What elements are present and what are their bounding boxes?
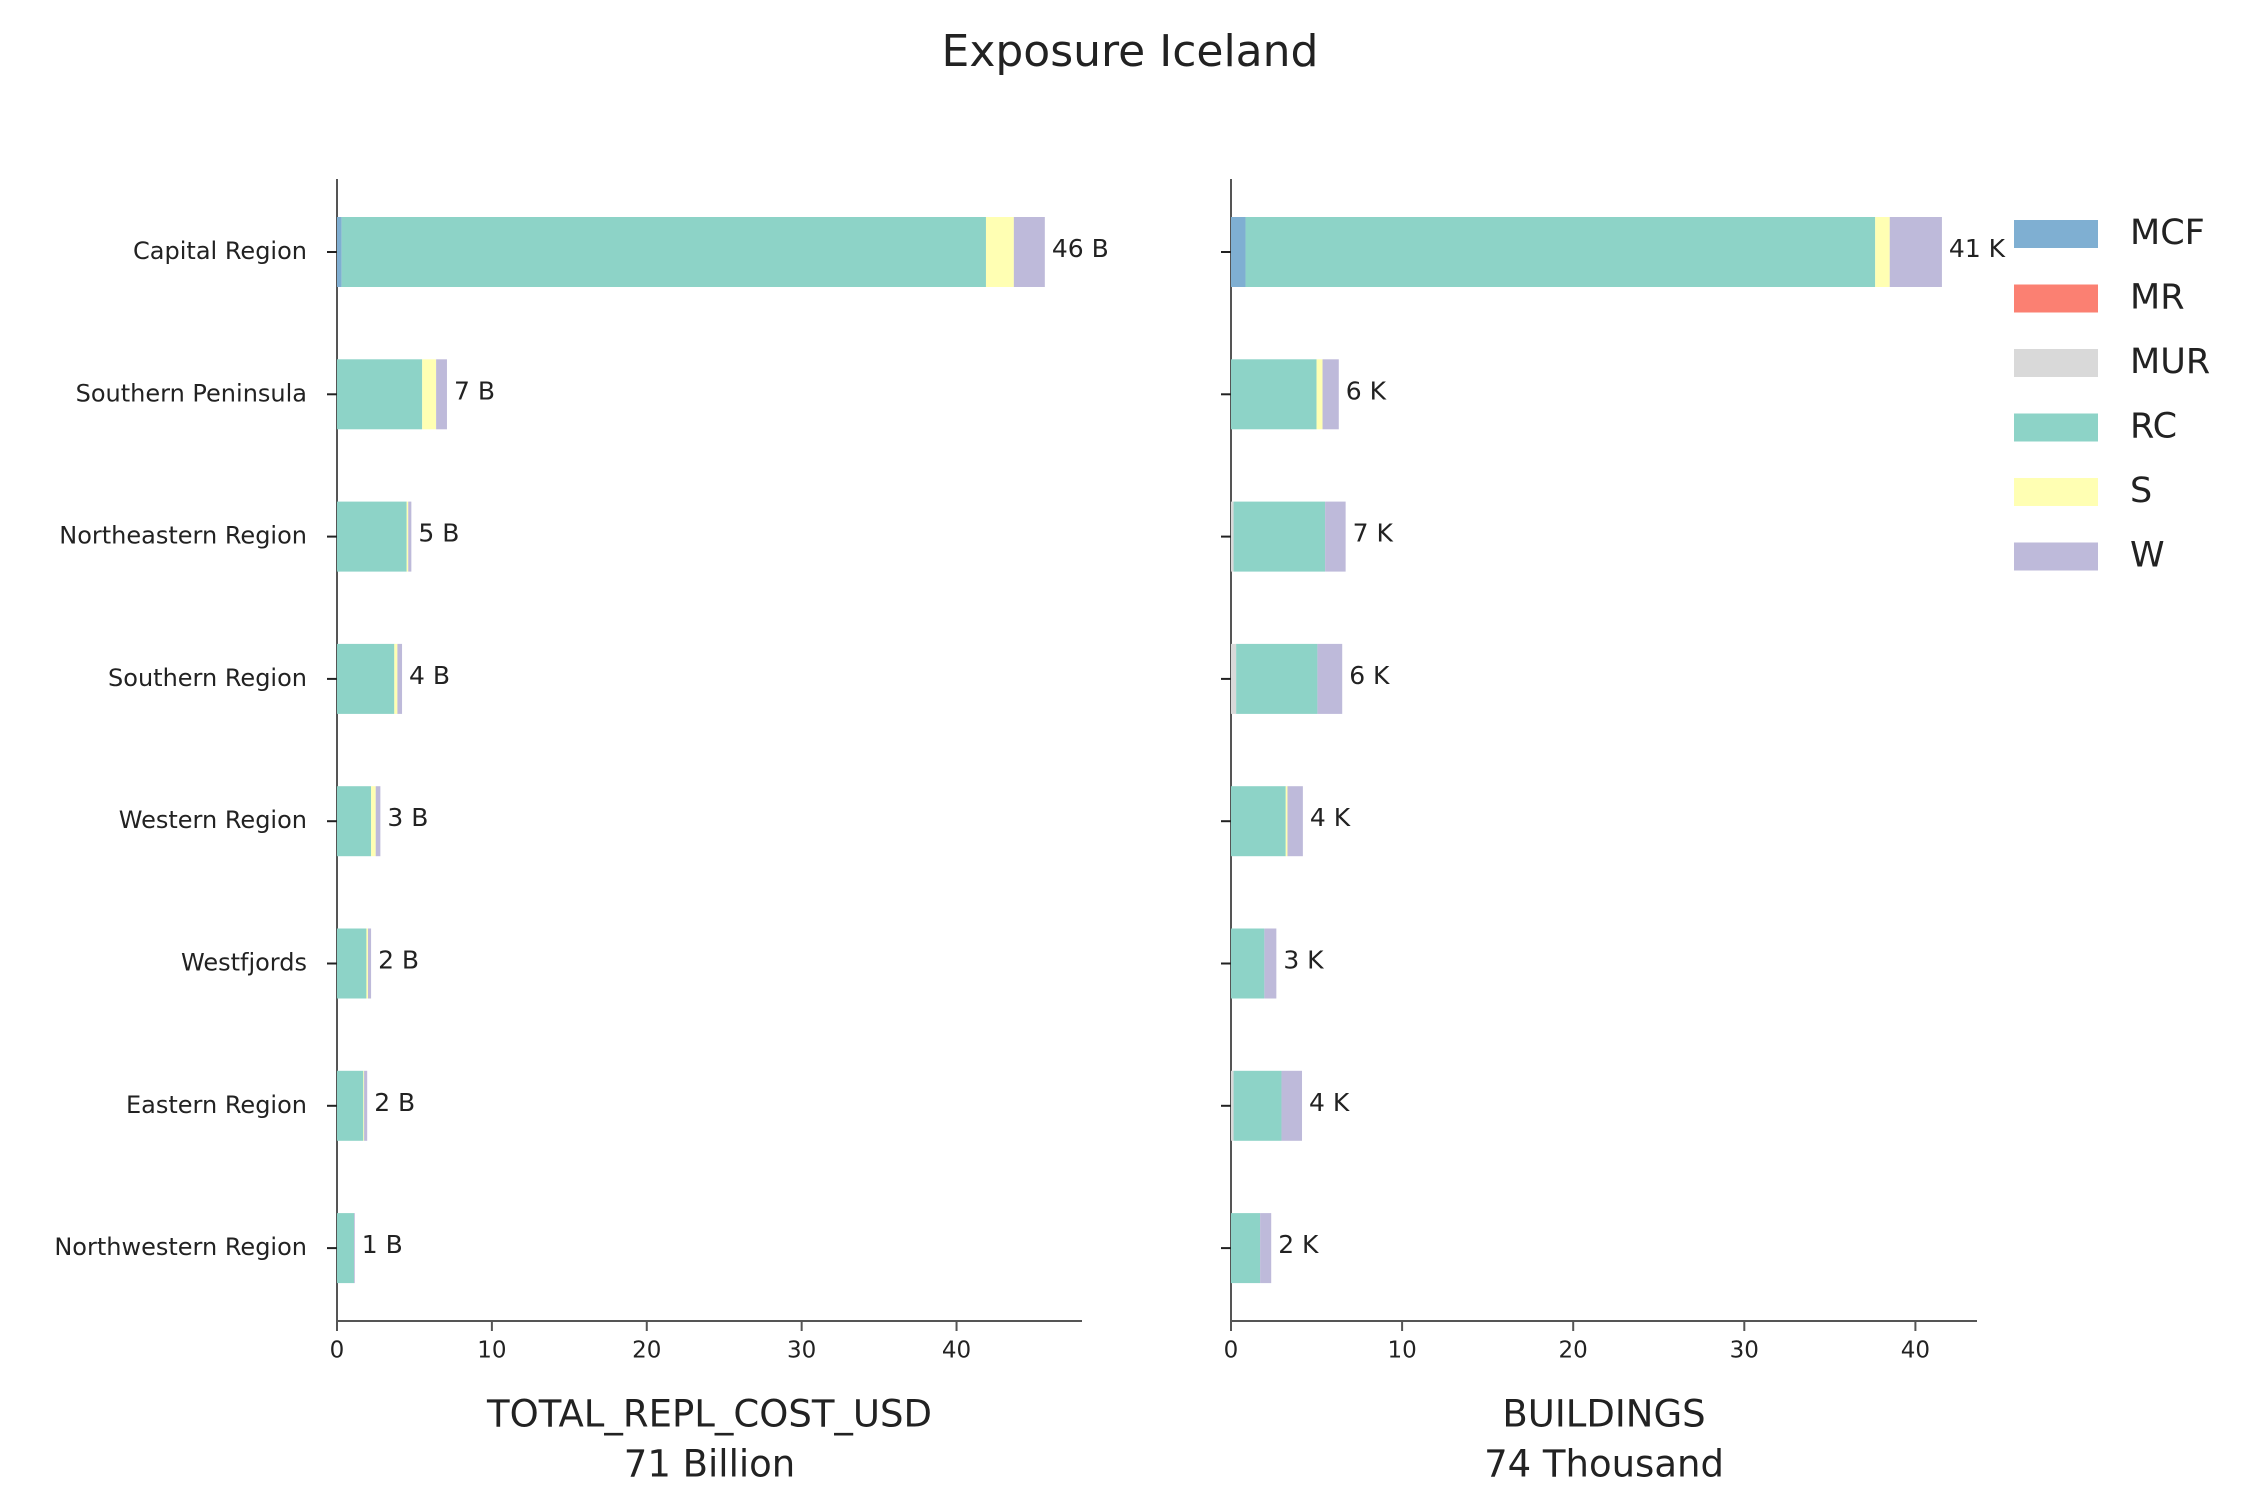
total-label: 5 B bbox=[418, 519, 459, 548]
total-label: 4 K bbox=[1309, 1088, 1350, 1117]
bar-segment: W bbox=[408, 501, 412, 572]
bar-segment: W bbox=[367, 928, 372, 999]
legend-swatch bbox=[2014, 542, 2098, 571]
bar-segment: S bbox=[363, 1070, 365, 1141]
bar-segment: RC bbox=[341, 217, 986, 287]
x-tick-label: 0 bbox=[330, 1338, 345, 1364]
bar-segment: MUR bbox=[1231, 643, 1237, 714]
total-label: 6 K bbox=[1346, 376, 1387, 405]
bar-segment: S bbox=[985, 217, 1014, 287]
bar-segment: RC bbox=[337, 786, 372, 857]
x-axis-label: BUILDINGS bbox=[1502, 1393, 1705, 1436]
bar-segment: S bbox=[394, 643, 398, 714]
legend-label: MR bbox=[2130, 278, 2185, 318]
total-label: 46 B bbox=[1052, 234, 1109, 263]
bar-segment: S bbox=[422, 359, 437, 430]
bar-segment: RC bbox=[337, 928, 367, 999]
y-tick-label: Eastern Region bbox=[126, 1091, 307, 1119]
bar-segment: RC bbox=[1231, 786, 1286, 857]
bar-segment: S bbox=[1316, 359, 1323, 430]
bar-segment: W bbox=[1281, 1070, 1303, 1141]
bar-segment: W bbox=[375, 786, 381, 857]
x-axis-sublabel: 74 Thousand bbox=[1484, 1443, 1724, 1486]
figure-title: Exposure Iceland bbox=[942, 26, 1319, 77]
bar-segment: RC bbox=[1233, 1070, 1282, 1141]
bar-segment: MCF bbox=[337, 217, 342, 287]
bar-segment: RC bbox=[337, 501, 407, 572]
total-label: 2 B bbox=[374, 1088, 415, 1117]
bar-segment: W bbox=[1287, 786, 1303, 857]
bar-segment: RC bbox=[1245, 217, 1876, 287]
bar-segment: RC bbox=[1233, 501, 1326, 572]
bar-segment: MUR bbox=[1231, 1070, 1234, 1141]
y-tick-label: Northeastern Region bbox=[59, 522, 307, 550]
legend-swatch bbox=[2014, 478, 2098, 506]
y-tick-label: Westfjords bbox=[181, 949, 307, 977]
total-label: 4 K bbox=[1310, 803, 1351, 832]
bar-segment: W bbox=[1889, 217, 1942, 287]
y-tick-label: Northwestern Region bbox=[54, 1233, 307, 1261]
legend-label: MUR bbox=[2130, 342, 2210, 382]
x-tick-label: 0 bbox=[1224, 1338, 1239, 1364]
bar-segment: S bbox=[371, 786, 376, 857]
legend-label: MCF bbox=[2130, 213, 2205, 253]
total-label: 2 K bbox=[1278, 1230, 1319, 1259]
x-tick-label: 30 bbox=[1730, 1338, 1759, 1364]
total-label: 3 B bbox=[387, 803, 428, 832]
bar-segment: RC bbox=[1231, 1213, 1261, 1284]
y-tick-label: Capital Region bbox=[133, 237, 307, 265]
bar-segment: MCF bbox=[1231, 217, 1246, 287]
x-axis-label: TOTAL_REPL_COST_USD bbox=[486, 1393, 932, 1436]
x-tick-label: 20 bbox=[1559, 1338, 1588, 1364]
x-tick-label: 20 bbox=[632, 1338, 661, 1364]
total-label: 6 K bbox=[1349, 661, 1390, 690]
bar-segment: RC bbox=[337, 1213, 355, 1284]
bar-segment: S bbox=[406, 501, 409, 572]
bar-segment: W bbox=[1013, 217, 1045, 287]
bar-segment: W bbox=[354, 1213, 355, 1284]
bar-segment: S bbox=[366, 928, 368, 999]
x-tick-label: 10 bbox=[1387, 1338, 1416, 1364]
legend-label: W bbox=[2130, 536, 2165, 576]
total-label: 4 B bbox=[409, 661, 450, 690]
total-label: 2 B bbox=[378, 946, 419, 975]
bar-segment: RC bbox=[337, 643, 395, 714]
total-label: 41 K bbox=[1949, 234, 2006, 263]
bar-segment: W bbox=[436, 359, 447, 430]
legend-label: RC bbox=[2130, 407, 2177, 447]
bar-segment: W bbox=[1325, 501, 1346, 572]
legend-swatch bbox=[2014, 349, 2098, 377]
bar-segment: W bbox=[1317, 643, 1343, 714]
x-axis-sublabel: 71 Billion bbox=[624, 1443, 795, 1486]
bar-segment: W bbox=[397, 643, 403, 714]
total-label: 7 K bbox=[1353, 519, 1394, 548]
bar-segment: W bbox=[1264, 928, 1277, 999]
bar-segment: S bbox=[1875, 217, 1890, 287]
bar-segment: RC bbox=[337, 1070, 364, 1141]
y-tick-label: Southern Region bbox=[108, 664, 307, 692]
bar-segment: RC bbox=[337, 359, 423, 430]
x-tick-label: 40 bbox=[1901, 1338, 1930, 1364]
x-tick-label: 30 bbox=[787, 1338, 816, 1364]
legend-swatch bbox=[2014, 413, 2098, 442]
bar-segment: S bbox=[1285, 786, 1288, 857]
legend-label: S bbox=[2130, 471, 2152, 511]
bar-segment: MUR bbox=[1231, 501, 1234, 572]
total-label: 1 B bbox=[362, 1230, 403, 1259]
bar-segment: W bbox=[364, 1070, 368, 1141]
y-tick-label: Southern Peninsula bbox=[76, 379, 307, 407]
x-tick-label: 10 bbox=[477, 1338, 506, 1364]
total-label: 3 K bbox=[1283, 946, 1324, 975]
bar-segment: W bbox=[1260, 1213, 1272, 1284]
bar-segment: RC bbox=[1231, 359, 1317, 430]
bar-segment: W bbox=[1322, 359, 1339, 430]
y-tick-label: Western Region bbox=[119, 806, 307, 834]
total-label: 7 B bbox=[454, 376, 495, 405]
bar-segment: RC bbox=[1236, 643, 1318, 714]
legend-swatch bbox=[2014, 284, 2098, 313]
legend-swatch bbox=[2014, 220, 2098, 248]
x-tick-label: 40 bbox=[942, 1338, 971, 1364]
bar-segment: RC bbox=[1231, 928, 1265, 999]
